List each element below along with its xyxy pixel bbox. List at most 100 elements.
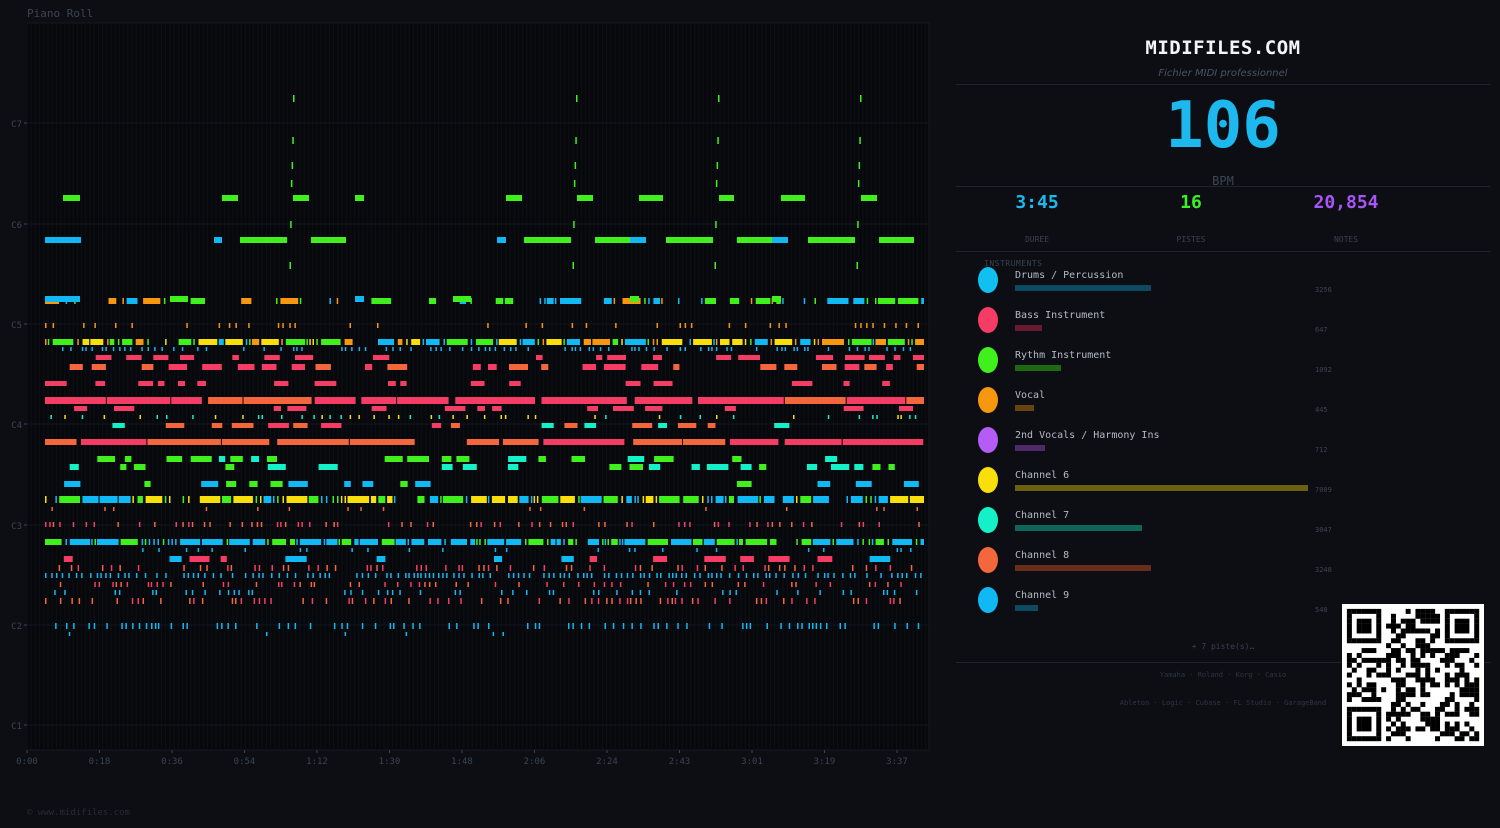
note bbox=[112, 582, 114, 587]
note bbox=[738, 355, 760, 360]
note bbox=[707, 496, 709, 503]
qr-module bbox=[1400, 682, 1406, 688]
note bbox=[114, 406, 135, 411]
note bbox=[791, 598, 793, 604]
note bbox=[296, 539, 298, 545]
note bbox=[151, 623, 153, 629]
note bbox=[221, 623, 223, 629]
qr-module bbox=[1371, 608, 1377, 614]
note bbox=[615, 323, 617, 328]
note bbox=[387, 364, 408, 370]
note bbox=[454, 590, 457, 595]
note bbox=[258, 598, 261, 604]
note bbox=[45, 598, 47, 604]
note bbox=[226, 539, 229, 545]
qr-module bbox=[1346, 731, 1352, 737]
qr-module bbox=[1444, 711, 1450, 717]
qr-module bbox=[1351, 638, 1357, 644]
note bbox=[842, 590, 845, 595]
note bbox=[915, 339, 924, 345]
qr-module bbox=[1390, 623, 1396, 629]
instrument-bar bbox=[1015, 525, 1142, 531]
note bbox=[399, 347, 401, 351]
note bbox=[493, 522, 496, 527]
note bbox=[573, 180, 576, 187]
note bbox=[783, 573, 785, 578]
instrument-name: Channel 6 bbox=[1015, 470, 1070, 481]
qr-module bbox=[1454, 638, 1460, 644]
note bbox=[188, 496, 190, 503]
bpm-value: 106 bbox=[1165, 89, 1281, 163]
note bbox=[543, 439, 625, 445]
octave-label: C3 bbox=[11, 522, 22, 532]
time-label: 1:30 bbox=[379, 757, 401, 767]
note bbox=[125, 623, 127, 629]
qr-module bbox=[1366, 736, 1372, 742]
note bbox=[278, 623, 281, 629]
note bbox=[660, 573, 662, 578]
note bbox=[872, 339, 875, 345]
note bbox=[538, 456, 546, 462]
note bbox=[559, 598, 561, 604]
software-brands: Ableton · Logic · Cubase · FL Studio · G… bbox=[1119, 699, 1327, 707]
qr-module bbox=[1346, 721, 1352, 727]
note bbox=[264, 598, 266, 604]
note bbox=[909, 415, 911, 419]
note bbox=[613, 298, 616, 304]
note bbox=[804, 573, 807, 578]
note bbox=[509, 364, 528, 370]
note bbox=[437, 598, 439, 604]
note bbox=[543, 565, 546, 571]
note bbox=[672, 573, 674, 578]
note bbox=[827, 298, 849, 304]
note bbox=[101, 565, 104, 571]
note bbox=[696, 565, 699, 571]
note bbox=[166, 415, 168, 419]
note bbox=[408, 598, 410, 604]
note bbox=[165, 573, 167, 578]
note bbox=[400, 381, 407, 386]
note bbox=[621, 496, 623, 503]
note bbox=[593, 590, 595, 595]
note bbox=[648, 573, 651, 578]
instruments-header: INSTRUMENTS bbox=[984, 259, 1043, 268]
note bbox=[855, 481, 872, 487]
note bbox=[382, 565, 384, 571]
note bbox=[405, 632, 408, 636]
note bbox=[370, 496, 377, 503]
note bbox=[522, 339, 535, 345]
note bbox=[509, 565, 512, 571]
note bbox=[45, 573, 47, 578]
note bbox=[666, 623, 668, 629]
note bbox=[736, 481, 752, 487]
note bbox=[128, 573, 130, 578]
note bbox=[341, 623, 343, 629]
note bbox=[817, 481, 831, 487]
note bbox=[175, 522, 177, 527]
note bbox=[278, 573, 280, 578]
note bbox=[897, 298, 919, 304]
note bbox=[764, 565, 766, 571]
note bbox=[395, 539, 406, 545]
note bbox=[425, 565, 427, 571]
note bbox=[583, 507, 586, 511]
note bbox=[270, 481, 283, 487]
qr-module bbox=[1390, 652, 1396, 658]
note bbox=[563, 573, 566, 578]
qr-module bbox=[1420, 726, 1426, 732]
qr-module bbox=[1425, 628, 1431, 634]
note bbox=[866, 323, 868, 328]
qr-module bbox=[1366, 697, 1372, 703]
note bbox=[872, 323, 874, 328]
note bbox=[705, 507, 707, 511]
note bbox=[260, 522, 263, 527]
note bbox=[141, 364, 154, 370]
note bbox=[685, 573, 687, 578]
qr-module bbox=[1425, 677, 1431, 683]
note bbox=[56, 573, 58, 578]
note bbox=[781, 347, 783, 351]
note bbox=[877, 623, 880, 629]
qr-module bbox=[1356, 652, 1362, 658]
note bbox=[604, 522, 606, 527]
note bbox=[428, 582, 431, 587]
